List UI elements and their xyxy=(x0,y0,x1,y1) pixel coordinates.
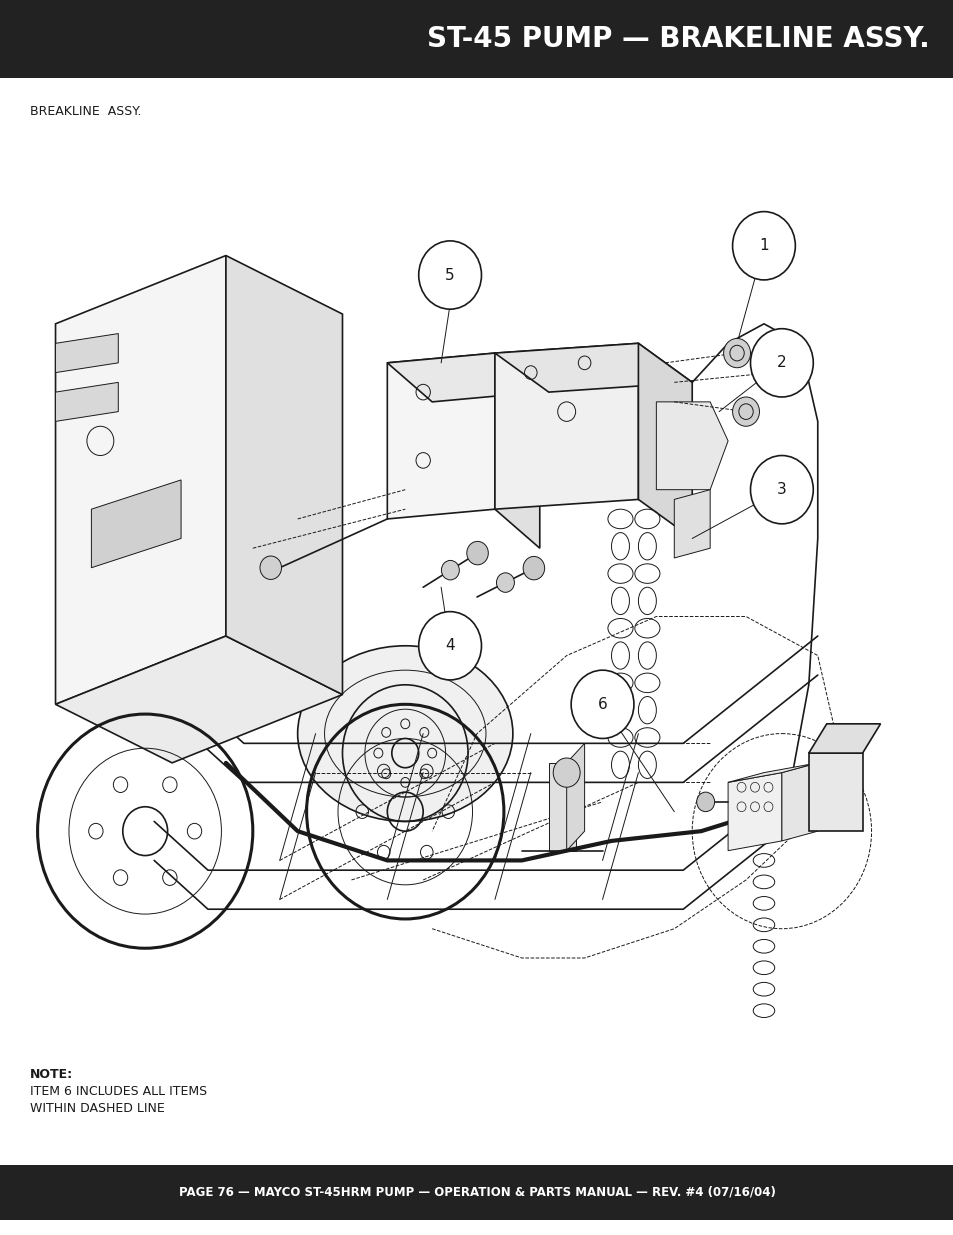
Circle shape xyxy=(759,358,785,388)
Polygon shape xyxy=(495,343,692,393)
Polygon shape xyxy=(808,724,880,753)
Circle shape xyxy=(732,211,795,280)
Polygon shape xyxy=(674,490,709,558)
Text: 4: 4 xyxy=(445,638,455,653)
Polygon shape xyxy=(781,763,817,841)
Polygon shape xyxy=(495,343,638,509)
Text: 1: 1 xyxy=(759,238,768,253)
Circle shape xyxy=(418,241,481,309)
Circle shape xyxy=(722,338,750,368)
Text: NOTE:: NOTE: xyxy=(30,1068,73,1081)
Polygon shape xyxy=(91,480,181,568)
Circle shape xyxy=(696,792,714,811)
Text: 2: 2 xyxy=(777,356,786,370)
Circle shape xyxy=(571,671,633,739)
Circle shape xyxy=(466,541,488,564)
Circle shape xyxy=(750,329,812,396)
Circle shape xyxy=(496,573,514,593)
Polygon shape xyxy=(566,743,584,851)
Text: WITHIN DASHED LINE: WITHIN DASHED LINE xyxy=(30,1102,165,1115)
Circle shape xyxy=(418,611,481,680)
Polygon shape xyxy=(55,333,118,373)
Text: ST-45 PUMP — BRAKELINE ASSY.: ST-45 PUMP — BRAKELINE ASSY. xyxy=(427,25,929,53)
Polygon shape xyxy=(548,763,575,851)
Circle shape xyxy=(441,561,458,580)
Polygon shape xyxy=(727,773,781,851)
Text: ITEM 6 INCLUDES ALL ITEMS: ITEM 6 INCLUDES ALL ITEMS xyxy=(30,1086,207,1098)
Polygon shape xyxy=(387,353,539,401)
Text: PAGE 76 — MAYCO ST-45HRM PUMP — OPERATION & PARTS MANUAL — REV. #4 (07/16/04): PAGE 76 — MAYCO ST-45HRM PUMP — OPERATIO… xyxy=(178,1186,775,1198)
Text: 3: 3 xyxy=(776,482,786,498)
Circle shape xyxy=(260,556,281,579)
Polygon shape xyxy=(55,383,118,421)
Bar xyxy=(0,0,953,78)
Circle shape xyxy=(732,396,759,426)
Polygon shape xyxy=(656,401,727,490)
Bar xyxy=(0,1165,953,1220)
Text: 6: 6 xyxy=(597,697,607,711)
Text: 5: 5 xyxy=(445,268,455,283)
Ellipse shape xyxy=(297,646,513,821)
Polygon shape xyxy=(727,763,817,783)
Circle shape xyxy=(750,456,812,524)
Circle shape xyxy=(553,758,579,787)
Polygon shape xyxy=(808,753,862,831)
Polygon shape xyxy=(387,353,495,519)
Polygon shape xyxy=(226,256,342,694)
Polygon shape xyxy=(638,343,692,538)
Polygon shape xyxy=(55,256,226,704)
Circle shape xyxy=(522,557,544,580)
Polygon shape xyxy=(55,636,342,763)
Polygon shape xyxy=(495,353,539,548)
Text: BREAKLINE  ASSY.: BREAKLINE ASSY. xyxy=(30,105,141,119)
